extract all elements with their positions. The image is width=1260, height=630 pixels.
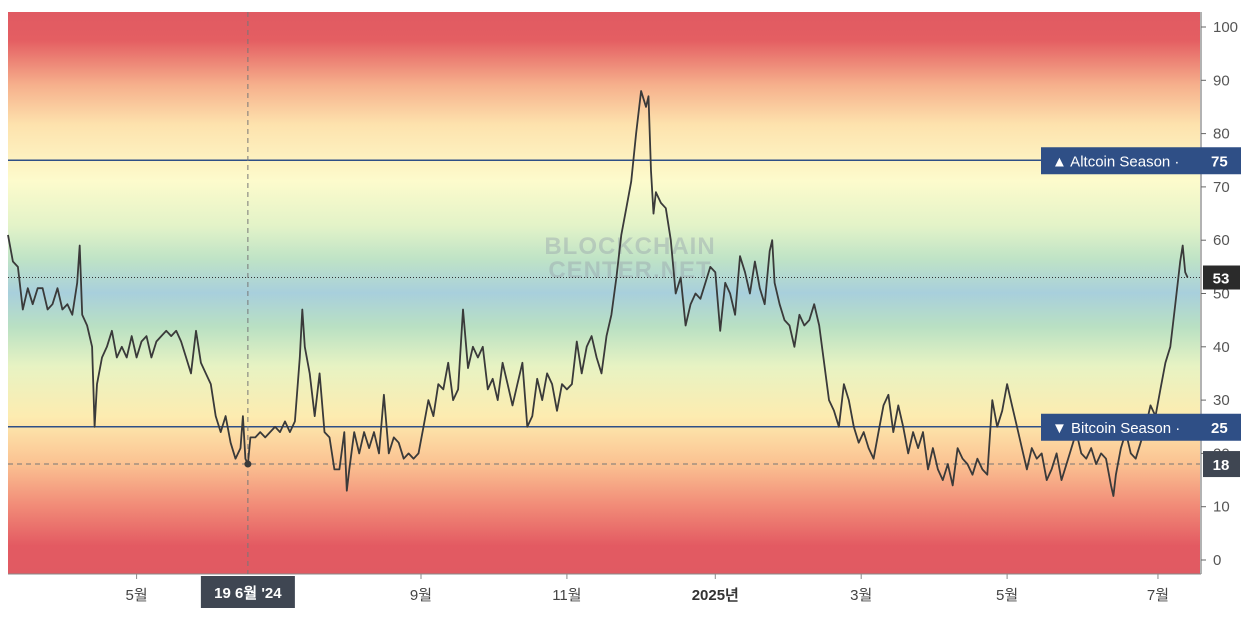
current-value-label: 53 xyxy=(1213,271,1230,288)
x-tick-label: 3월 xyxy=(850,587,872,604)
y-tick-label: 60 xyxy=(1213,232,1230,249)
series-layer xyxy=(7,90,1189,497)
crosshair-x-tag xyxy=(200,576,295,608)
y-tick-label: 10 xyxy=(1213,499,1230,516)
crosshair-point xyxy=(244,460,252,468)
plot-background xyxy=(8,12,1200,574)
threshold-tag xyxy=(1041,147,1241,175)
threshold-tag-value: 25 xyxy=(1211,420,1228,437)
value-tags: ▲ Altcoin Season · 75 ▼ Bitcoin Season · 25… xyxy=(200,147,1241,608)
y-tick-label: 30 xyxy=(1213,392,1230,409)
watermark-text: BLOCKCHAIN xyxy=(544,233,715,260)
current-value-tag xyxy=(1203,265,1240,290)
x-tick-label: 11월 xyxy=(552,587,581,604)
x-tick-label: 5월 xyxy=(126,587,148,604)
y-tick-label: 40 xyxy=(1213,339,1230,356)
crosshair xyxy=(8,12,1200,574)
y-tick-label: 70 xyxy=(1213,179,1230,196)
y-tick-label: 100 xyxy=(1213,19,1238,36)
y-tick-label: 0 xyxy=(1213,552,1221,569)
y-tick-label: 80 xyxy=(1213,126,1230,143)
x-tick-label: 9월 xyxy=(410,587,432,604)
threshold-tag-label: ▲ Altcoin Season · xyxy=(1052,153,1179,170)
y-tick-label: 90 xyxy=(1213,72,1230,89)
crosshair-x-label: 19 6월 '24 xyxy=(214,585,282,602)
x-tick-label: 5월 xyxy=(996,587,1018,604)
y-tick-label: 50 xyxy=(1213,286,1230,303)
crosshair-y-label: 18 xyxy=(1213,457,1230,474)
series-line xyxy=(7,90,1189,497)
x-tick-label: 2025년 xyxy=(692,587,739,604)
threshold-tag-label: ▼ Bitcoin Season · xyxy=(1052,420,1180,437)
threshold-lines xyxy=(8,159,1200,428)
x-tick-label: 7월 xyxy=(1147,587,1169,604)
threshold-tag-value: 75 xyxy=(1211,153,1228,170)
threshold-tag xyxy=(1041,413,1241,441)
crosshair-y-tag xyxy=(1203,451,1240,478)
y-axis: 0102030405060708090100 xyxy=(1200,12,1238,574)
x-axis: 5월 9월 11월 2025년 3월 5월 7월 xyxy=(8,573,1201,604)
watermark-text: CENTER.NET xyxy=(548,257,711,284)
